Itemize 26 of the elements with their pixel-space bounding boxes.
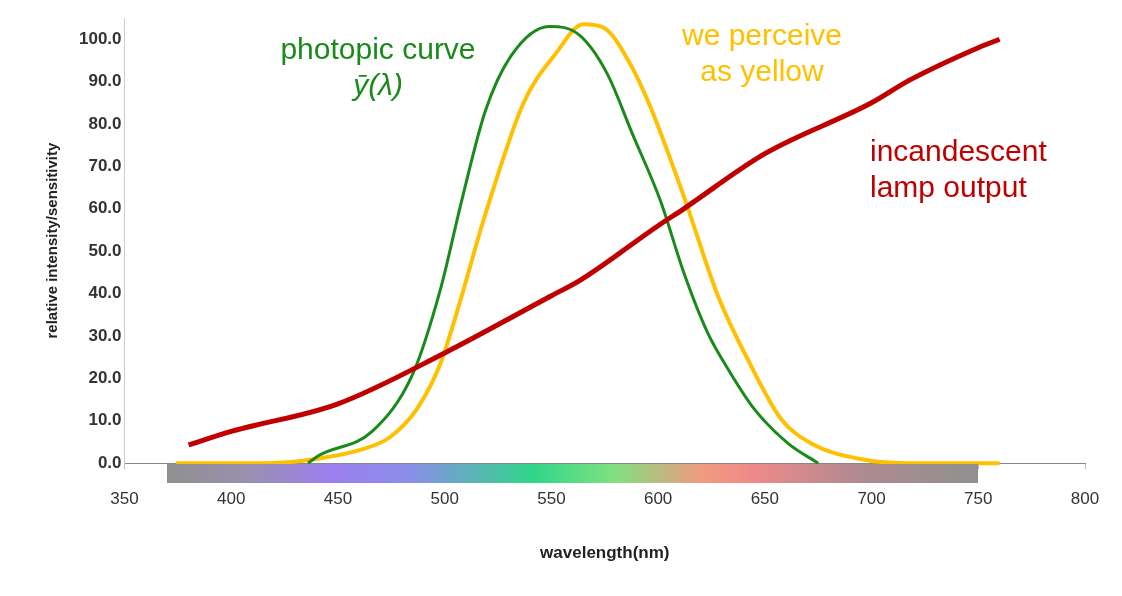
- x-tick-label: 550: [537, 489, 566, 509]
- y-tick-label: 30.0: [88, 325, 122, 345]
- y-tick-label: 70.0: [88, 156, 122, 176]
- x-tick-label: 500: [430, 489, 459, 509]
- y-tick-label: 40.0: [88, 283, 122, 303]
- x-tick-label: 700: [857, 489, 886, 509]
- y-tick-label: 10.0: [88, 410, 122, 430]
- series-label: incandescent lamp output: [870, 134, 1048, 204]
- x-tick-label: 650: [750, 489, 780, 509]
- x-axis-title: wavelength(nm): [539, 543, 670, 563]
- y-tick-label: 0.0: [97, 452, 122, 472]
- y-tick-label: 50.0: [88, 240, 122, 260]
- y-tick-label: 60.0: [88, 198, 122, 218]
- y-tick-label: 20.0: [88, 368, 122, 388]
- y-tick-label: 90.0: [88, 71, 122, 91]
- x-tick-label: 350: [110, 489, 139, 509]
- x-tick-label: 600: [643, 489, 673, 509]
- y-axis-title: relative intensity/sensitivity: [43, 141, 61, 339]
- x-tick-label: 450: [323, 489, 353, 509]
- series-label: photopic curve ȳ(λ): [280, 32, 476, 102]
- y-tick-label: 100.0: [78, 28, 122, 48]
- x-tick-label: 400: [217, 489, 246, 509]
- x-tick-label: 750: [964, 489, 993, 509]
- y-tick-label: 80.0: [88, 113, 122, 133]
- series-label: we perceive as yellow: [680, 18, 843, 88]
- x-tick-label: 800: [1070, 489, 1100, 509]
